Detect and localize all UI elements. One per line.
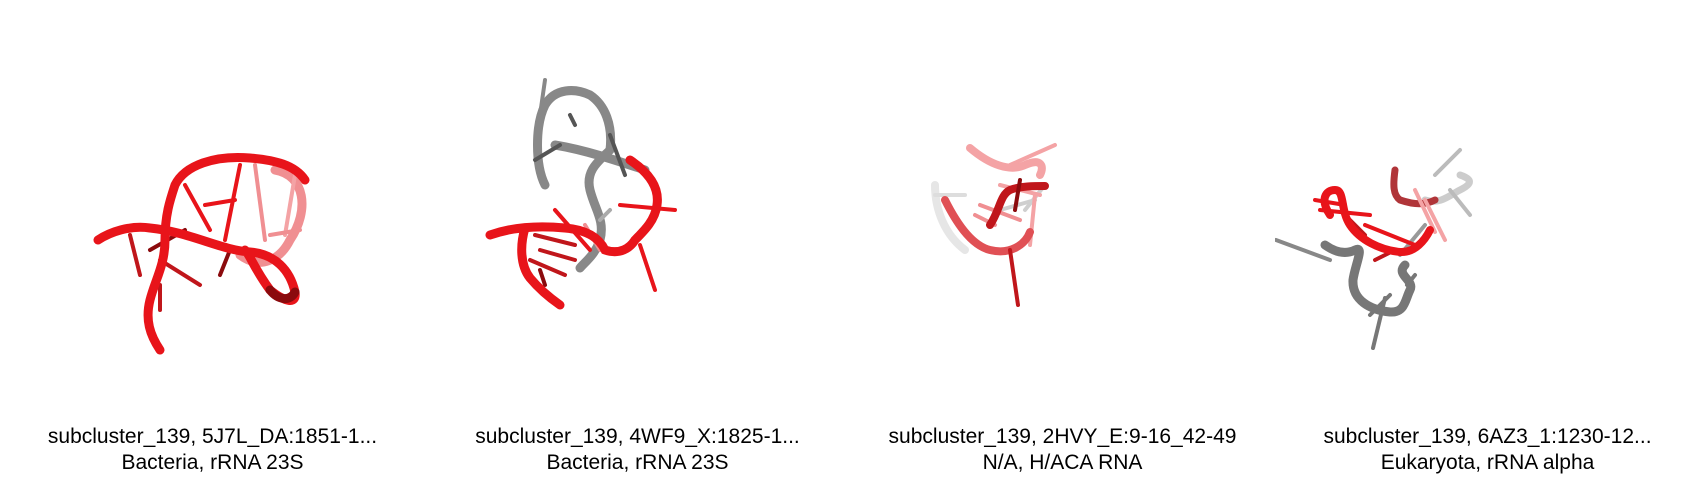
panel-subtitle: Bacteria, rRNA 23S (121, 451, 304, 474)
structure-panel-1: subcluster_139, 5J7L_DA:1851-1... Bacter… (0, 0, 425, 480)
panel-title: subcluster_139, 2HVY_E:9-16_42-49 (888, 425, 1237, 448)
rna-structure-render-4 (1275, 148, 1473, 350)
panel-subtitle: N/A, H/ACA RNA (982, 451, 1143, 474)
rna-structure-render-1 (93, 152, 310, 355)
panel-title: subcluster_139, 4WF9_X:1825-1... (475, 425, 800, 448)
panel-title: subcluster_139, 5J7L_DA:1851-1... (47, 425, 378, 448)
structure-panel-2: subcluster_139, 4WF9_X:1825-1... Bacteri… (425, 0, 850, 480)
structure-panel-3: subcluster_139, 2HVY_E:9-16_42-49 N/A, H… (850, 0, 1275, 480)
panel-subtitle: Bacteria, rRNA 23S (546, 451, 729, 474)
rna-structure-render-3 (931, 143, 1057, 307)
panel-title: subcluster_139, 6AZ3_1:1230-12... (1323, 425, 1652, 448)
panel-subtitle: Eukaryota, rRNA alpha (1380, 451, 1595, 474)
structure-panel-4: subcluster_139, 6AZ3_1:1230-12... Eukary… (1275, 0, 1700, 480)
rna-structure-render-2 (485, 78, 677, 310)
